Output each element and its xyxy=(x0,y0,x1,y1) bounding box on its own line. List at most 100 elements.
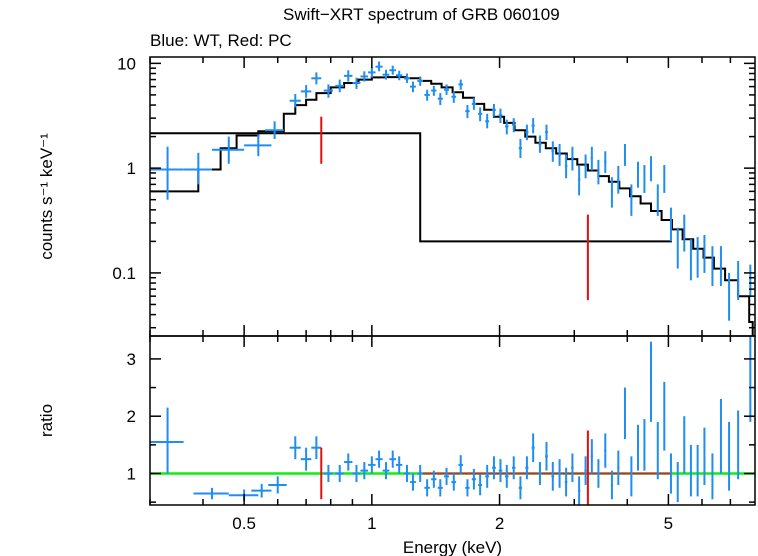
y-tick-label: 0.1 xyxy=(112,264,136,283)
wt-ratio-point xyxy=(458,455,463,475)
wt-data-point xyxy=(703,235,706,273)
chart-subtitle: Blue: WT, Red: PC xyxy=(150,31,292,50)
wt-data-point xyxy=(395,70,403,81)
wt-ratio-point xyxy=(344,453,353,471)
wt-data-point xyxy=(409,81,416,93)
wt-ratio-point xyxy=(623,387,626,440)
y-tick-label: 1 xyxy=(127,464,136,483)
wt-data-point xyxy=(492,103,496,117)
wt-data-point xyxy=(610,177,613,208)
wt-data-point xyxy=(451,91,457,103)
wt-data-point xyxy=(368,67,376,78)
wt-data-point xyxy=(577,165,581,196)
ratio-frame xyxy=(149,335,756,506)
wt-data-point xyxy=(623,143,626,166)
wt-ratio-point xyxy=(375,450,383,468)
wt-data-point xyxy=(431,85,437,96)
wt-ratio-point xyxy=(360,462,369,480)
wt-ratio-point xyxy=(323,464,334,483)
wt-ratio-point xyxy=(676,462,679,503)
wt-ratio-point xyxy=(696,444,699,497)
wt-ratio-point xyxy=(465,479,470,497)
wt-ratio-point xyxy=(512,456,516,480)
wt-ratio-point xyxy=(352,464,361,483)
wt-ratio-point xyxy=(389,450,396,468)
wt-data-point xyxy=(749,264,752,297)
wt-ratio-point xyxy=(617,450,620,485)
wt-ratio-point xyxy=(571,453,574,483)
y-axis-label-spectrum: counts s⁻¹ keV⁻¹ xyxy=(37,133,56,260)
wt-ratio-point xyxy=(431,470,437,488)
wt-data-point xyxy=(676,227,679,269)
x-tick-label: 5 xyxy=(664,514,673,533)
wt-data-point xyxy=(424,89,430,101)
wt-ratio-point xyxy=(551,462,555,491)
wt-data-point xyxy=(458,79,463,90)
wt-ratio-point xyxy=(437,479,443,497)
wt-ratio-point xyxy=(637,424,640,471)
wt-data-point xyxy=(525,124,529,141)
wt-ratio-point xyxy=(403,464,410,483)
wt-data-point xyxy=(150,146,184,200)
wt-data-point xyxy=(711,246,714,287)
wt-ratio-point xyxy=(590,439,593,474)
wt-data-point xyxy=(571,146,574,171)
wt-data-point xyxy=(663,165,666,193)
wt-ratio-point xyxy=(409,473,416,491)
wt-ratio-point xyxy=(663,381,666,451)
wt-ratio-point xyxy=(417,464,423,483)
wt-data-series xyxy=(150,61,752,321)
spectrum-frame xyxy=(149,56,756,337)
wt-data-point xyxy=(551,141,555,162)
wt-data-point xyxy=(719,246,722,287)
wt-ratio-point xyxy=(711,453,714,500)
wt-ratio-point xyxy=(630,456,633,497)
wt-data-point xyxy=(323,84,334,98)
wt-ratio-point xyxy=(737,410,740,480)
model-wt-line xyxy=(150,76,754,336)
wt-data-point xyxy=(437,93,443,106)
wt-data-point xyxy=(531,118,535,134)
wt-data-point xyxy=(382,69,390,80)
wt-data-point xyxy=(183,152,212,185)
wt-ratio-point xyxy=(525,456,529,480)
y-tick-label: 1 xyxy=(127,159,136,178)
wt-data-point xyxy=(352,77,361,89)
wt-data-point xyxy=(689,239,692,281)
wt-ratio-point xyxy=(545,441,548,471)
wt-ratio-point xyxy=(728,421,731,491)
wt-ratio-point xyxy=(518,476,523,500)
wt-data-point xyxy=(389,65,396,75)
wt-ratio-point xyxy=(193,487,229,500)
wt-ratio-point xyxy=(538,462,542,485)
wt-ratio-series xyxy=(150,336,752,505)
wt-ratio-point xyxy=(703,427,706,485)
wt-data-point xyxy=(465,105,470,119)
x-tick-label: 2 xyxy=(495,514,504,533)
wt-data-point xyxy=(335,79,345,93)
wt-data-point xyxy=(604,151,607,173)
wt-data-point xyxy=(311,72,322,85)
wt-ratio-point xyxy=(643,419,646,471)
wt-ratio-point xyxy=(683,416,686,474)
y-tick-label: 10 xyxy=(117,54,136,73)
x-tick-label: 1 xyxy=(367,514,376,533)
wt-data-point xyxy=(617,165,620,194)
wt-data-point xyxy=(289,94,301,108)
wt-data-point xyxy=(518,138,523,158)
y-tick-label: 2 xyxy=(127,407,136,426)
wt-data-point xyxy=(584,154,587,179)
wt-ratio-point xyxy=(382,462,390,480)
wt-data-point xyxy=(696,237,699,278)
wt-data-point xyxy=(244,134,272,157)
wt-ratio-point xyxy=(558,459,561,488)
wt-ratio-point xyxy=(577,476,581,505)
wt-ratio-point xyxy=(650,341,653,422)
wt-ratio-point xyxy=(597,459,600,488)
wt-data-point xyxy=(597,159,600,185)
wt-data-point xyxy=(498,108,503,123)
wt-ratio-point xyxy=(531,433,535,463)
wt-ratio-point xyxy=(689,444,692,497)
pc-ratio-series xyxy=(320,430,589,505)
